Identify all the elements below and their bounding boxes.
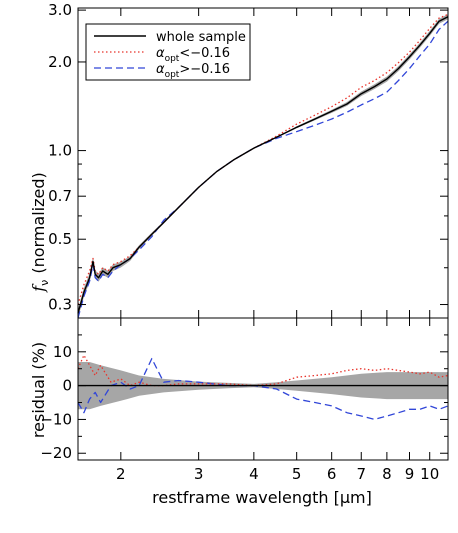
bottom-plot-frame: [77, 317, 449, 461]
top-y-tick-label: 0.3: [48, 296, 72, 314]
top-y-tick-label: 0.7: [48, 187, 72, 205]
legend-label-alpha-low: αopt<−0.16: [156, 46, 230, 64]
top-y-tick-label: 0.5: [48, 230, 72, 248]
top-y-tick-label: 3.0: [48, 1, 72, 19]
x-tick-label: 7: [356, 465, 366, 483]
legend-label-whole-sample: whole sample: [156, 30, 246, 45]
bottom-y-axis-title: residual (%): [29, 342, 48, 438]
bottom-y-tick-label: 0: [62, 377, 72, 395]
x-tick-label: 9: [405, 465, 415, 483]
bottom-series-layer: [77, 354, 449, 421]
top-y-tick-label: 1.0: [48, 142, 72, 160]
top-y-axis-title: fν (normalized): [29, 172, 51, 292]
x-tick-label: 6: [327, 465, 337, 483]
bottom-y-tick-label: −10: [40, 410, 72, 428]
bottom-y-axis: −20 −10 0 10: [40, 334, 448, 462]
top-series-whole-sample: [77, 16, 449, 314]
top-y-axis-text: (normalized): [29, 172, 48, 273]
legend-box: [85, 23, 251, 81]
top-y-axis-symbol: f: [29, 283, 48, 293]
legend-alpha-threshold: <−0.16: [179, 46, 230, 61]
legend-alpha-subscript: opt: [165, 70, 180, 80]
top-x-ticks: [120, 8, 431, 318]
x-tick-label: 8: [382, 465, 392, 483]
x-tick-label: 5: [292, 465, 302, 483]
x-tick-label: 4: [249, 465, 259, 483]
top-y-axis: 0.3 0.5 0.7 1.0 2.0 3.0: [48, 1, 448, 314]
x-axis-title: restframe wavelength [μm]: [152, 488, 372, 507]
x-tick-label: 10: [420, 465, 439, 483]
x-tick-label: 2: [116, 465, 126, 483]
legend-label-alpha-high: αopt>−0.16: [156, 62, 230, 80]
bottom-panel: −20 −10 0 10 2 3 4 5 6 7 8 9 10 residual (%) restfr…: [29, 317, 449, 507]
bottom-y-tick-label: 10: [53, 343, 72, 361]
legend-alpha-subscript: opt: [165, 54, 180, 64]
top-series-layer: [77, 13, 449, 319]
top-panel: 0.30.50.71.02.03.0 whole sample αopt<−0.…: [29, 1, 449, 319]
legend: whole sample αopt<−0.16 αopt>−0.16: [85, 23, 251, 81]
top-y-axis-subscript: ν: [38, 280, 51, 286]
top-y-tick-label: 2.0: [48, 53, 72, 71]
legend-alpha-symbol: α: [156, 62, 165, 77]
bottom-y-tick-label: −20: [40, 444, 72, 462]
bottom-x-axis: 2 3 4 5 6 7 8 9 10: [116, 318, 449, 483]
top-series-alpha-high-0-16: [77, 20, 449, 319]
legend-alpha-symbol: α: [156, 46, 165, 61]
x-tick-label: 3: [194, 465, 204, 483]
legend-alpha-threshold: >−0.16: [179, 62, 230, 77]
